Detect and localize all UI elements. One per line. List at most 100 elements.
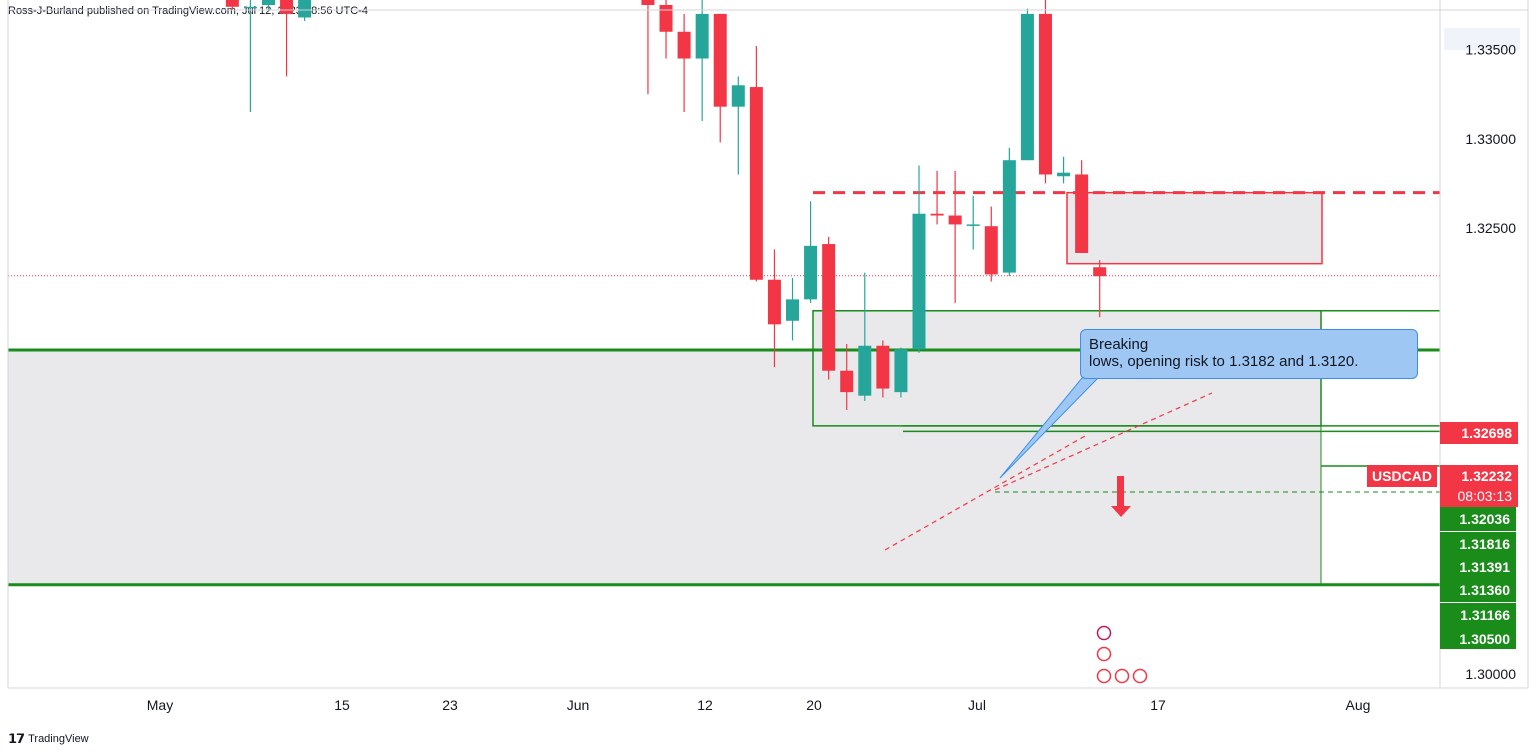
levels-layer: [8, 191, 1440, 587]
zones-layer: [7, 191, 1323, 586]
candle-body: [1002, 160, 1016, 273]
annotation-line-1: Breaking: [1089, 336, 1149, 353]
candle[interactable]: [894, 347, 908, 398]
trendline-dashed-lower[interactable]: [884, 435, 1086, 551]
candle[interactable]: [876, 340, 890, 398]
time-tick-label: Aug: [1346, 697, 1371, 713]
event-icons-layer: [1096, 625, 1148, 684]
time-tick-label: Jun: [567, 697, 590, 713]
candle-body: [804, 245, 818, 300]
level-price-label: 1.31816: [1440, 532, 1516, 556]
candle[interactable]: [1075, 160, 1089, 253]
candle-body: [1093, 267, 1107, 277]
candle-body: [641, 0, 655, 5]
candle-body: [1075, 174, 1089, 253]
level-price-label: 1.30500: [1440, 627, 1516, 649]
candle-body: [261, 0, 275, 5]
time-tick-label: May: [147, 697, 173, 713]
candle[interactable]: [225, 0, 239, 11]
annotation-line-2: lows, opening risk to 1.3182 and 1.3120.: [1089, 353, 1359, 370]
candle[interactable]: [280, 0, 294, 77]
candle-body: [280, 0, 294, 14]
candle[interactable]: [966, 195, 980, 250]
candle[interactable]: [840, 343, 854, 410]
level-price-label: 1.31360: [1440, 578, 1516, 602]
candle[interactable]: [767, 249, 781, 368]
candle-body: [786, 299, 800, 321]
time-tick-label: 15: [334, 697, 350, 713]
axis-scale-button[interactable]: [1444, 28, 1520, 50]
candle-body: [713, 13, 727, 107]
ca-flag-icon[interactable]: [1096, 668, 1112, 684]
candle-body: [225, 0, 239, 7]
chart-attribution: Ross-J-Burland published on TradingView.…: [8, 5, 368, 17]
candle-body: [948, 215, 962, 225]
candle[interactable]: [261, 0, 275, 11]
candle[interactable]: [659, 0, 673, 59]
footer-brand: TradingView: [28, 733, 89, 745]
candle[interactable]: [1020, 8, 1034, 161]
candle-body: [659, 5, 673, 32]
price-tick-label: 1.30000: [1465, 666, 1516, 682]
down-arrow-icon: [1111, 506, 1131, 517]
candle[interactable]: [243, 0, 257, 113]
candle[interactable]: [731, 76, 745, 175]
time-tick-label: 12: [697, 697, 713, 713]
time-tick-label: 20: [806, 697, 822, 713]
us-flag-icon[interactable]: [1096, 646, 1112, 662]
candle[interactable]: [713, 13, 727, 143]
time-tick-label: Jul: [968, 697, 986, 713]
candle[interactable]: [822, 236, 836, 380]
candle[interactable]: [984, 206, 998, 282]
candle-body: [876, 345, 890, 389]
supply-zone[interactable]: [1066, 191, 1323, 265]
us-flag-icon[interactable]: [1114, 668, 1130, 684]
level-price-label: 1.31166: [1440, 603, 1516, 627]
candle[interactable]: [1093, 260, 1107, 318]
annotation-callout[interactable]: Breaking lows, opening risk to 1.3182 an…: [1080, 329, 1418, 379]
candle[interactable]: [1002, 147, 1016, 277]
candle[interactable]: [948, 170, 962, 303]
candle-body: [858, 345, 872, 396]
candle-body: [1038, 13, 1052, 175]
tradingview-logo-icon: 𝟭𝟳: [8, 731, 25, 746]
candle[interactable]: [1057, 156, 1071, 184]
candle-body: [894, 349, 908, 393]
candle[interactable]: [912, 165, 926, 353]
candles-layer: [225, 0, 1107, 410]
candle[interactable]: [858, 272, 872, 402]
down-arrow-shaft: [1117, 476, 1124, 506]
symbol-label: USDCAD: [1367, 465, 1437, 487]
candle-body: [749, 87, 763, 280]
level-price-label: 1.32036: [1440, 507, 1516, 531]
trendline-dashed-upper[interactable]: [994, 392, 1213, 491]
candle-body: [1057, 172, 1071, 177]
candle[interactable]: [786, 277, 800, 341]
candle[interactable]: [804, 201, 818, 303]
time-tick-label: 17: [1150, 697, 1166, 713]
candle-body: [1020, 13, 1034, 161]
candle[interactable]: [641, 0, 655, 95]
candle-body: [767, 279, 781, 325]
us-flag-icon[interactable]: [1132, 668, 1148, 684]
candle[interactable]: [749, 46, 763, 282]
candle[interactable]: [1038, 0, 1052, 184]
candle-body: [840, 370, 854, 393]
candle-body: [731, 85, 745, 107]
price-tick-label: 1.33500: [1465, 42, 1516, 58]
news-icon[interactable]: [1096, 625, 1112, 641]
current-price-label: 1.32232: [1440, 465, 1518, 487]
candle-body: [930, 213, 944, 216]
candle[interactable]: [695, 0, 709, 121]
candle-body: [966, 224, 980, 226]
footer[interactable]: 𝟭𝟳 TradingView: [8, 731, 89, 747]
candle[interactable]: [677, 13, 691, 113]
candle[interactable]: [298, 0, 312, 22]
candle-body: [984, 226, 998, 275]
price-tick-label: 1.33000: [1465, 131, 1516, 147]
candle-body: [298, 0, 312, 18]
countdown-label: 08:03:13: [1440, 485, 1518, 507]
candle[interactable]: [930, 170, 944, 225]
price-tick-label: 1.32500: [1465, 220, 1516, 236]
